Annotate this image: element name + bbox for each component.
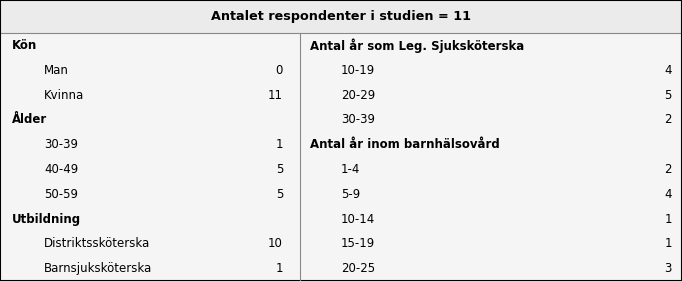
Text: Kvinna: Kvinna xyxy=(44,89,85,102)
Text: 1: 1 xyxy=(664,212,672,226)
Text: 5-9: 5-9 xyxy=(341,188,360,201)
Text: Man: Man xyxy=(44,64,69,77)
Text: Barnsjuksköterska: Barnsjuksköterska xyxy=(44,262,153,275)
Text: Antalet respondenter i studien = 11: Antalet respondenter i studien = 11 xyxy=(211,10,471,23)
Text: 20-25: 20-25 xyxy=(341,262,375,275)
Text: 5: 5 xyxy=(276,163,283,176)
Text: 1: 1 xyxy=(276,138,283,151)
Text: 1-4: 1-4 xyxy=(341,163,360,176)
Text: 10-19: 10-19 xyxy=(341,64,375,77)
Text: Distriktssköterska: Distriktssköterska xyxy=(44,237,151,250)
Text: 1: 1 xyxy=(664,237,672,250)
Text: Ålder: Ålder xyxy=(12,114,48,126)
Text: 10-14: 10-14 xyxy=(341,212,375,226)
Text: Utbildning: Utbildning xyxy=(12,212,81,226)
Text: 20-29: 20-29 xyxy=(341,89,375,102)
Text: 1: 1 xyxy=(276,262,283,275)
FancyBboxPatch shape xyxy=(0,0,682,33)
Text: 50-59: 50-59 xyxy=(44,188,78,201)
Text: 2: 2 xyxy=(664,163,672,176)
Text: 5: 5 xyxy=(276,188,283,201)
Text: 3: 3 xyxy=(664,262,672,275)
Text: Antal år inom barnhälsovård: Antal år inom barnhälsovård xyxy=(310,138,500,151)
Text: 4: 4 xyxy=(664,188,672,201)
Text: 11: 11 xyxy=(268,89,283,102)
Text: 15-19: 15-19 xyxy=(341,237,375,250)
Text: 30-39: 30-39 xyxy=(44,138,78,151)
Text: 10: 10 xyxy=(268,237,283,250)
Text: 0: 0 xyxy=(276,64,283,77)
Text: 30-39: 30-39 xyxy=(341,114,375,126)
Text: 40-49: 40-49 xyxy=(44,163,78,176)
Text: Kön: Kön xyxy=(12,39,38,52)
Text: 4: 4 xyxy=(664,64,672,77)
Text: 5: 5 xyxy=(664,89,672,102)
Text: Antal år som Leg. Sjuksköterska: Antal år som Leg. Sjuksköterska xyxy=(310,38,524,53)
Text: 2: 2 xyxy=(664,114,672,126)
